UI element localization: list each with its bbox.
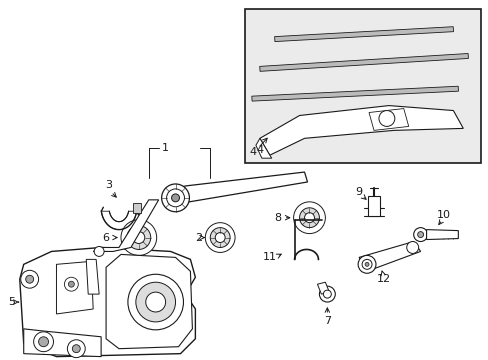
- Text: 8: 8: [274, 213, 281, 223]
- Circle shape: [67, 340, 85, 357]
- Circle shape: [361, 260, 371, 269]
- Circle shape: [68, 281, 74, 287]
- Polygon shape: [274, 27, 452, 41]
- Polygon shape: [259, 105, 462, 155]
- Text: 7: 7: [323, 316, 330, 326]
- Circle shape: [323, 290, 331, 298]
- Polygon shape: [255, 138, 271, 158]
- Text: 10: 10: [436, 210, 449, 220]
- Circle shape: [210, 228, 230, 247]
- Polygon shape: [20, 247, 195, 357]
- Circle shape: [365, 262, 368, 266]
- Polygon shape: [56, 261, 93, 314]
- Polygon shape: [170, 172, 307, 203]
- Circle shape: [166, 189, 184, 207]
- Circle shape: [357, 255, 375, 273]
- Circle shape: [94, 247, 104, 256]
- Circle shape: [293, 202, 325, 234]
- Circle shape: [64, 277, 78, 291]
- Circle shape: [34, 332, 53, 352]
- Polygon shape: [368, 109, 408, 130]
- Text: 3: 3: [105, 180, 112, 190]
- Circle shape: [20, 270, 39, 288]
- Circle shape: [26, 275, 34, 283]
- Circle shape: [72, 345, 80, 353]
- Circle shape: [215, 233, 224, 243]
- Circle shape: [406, 242, 418, 253]
- Text: 9: 9: [355, 187, 362, 197]
- Circle shape: [299, 208, 319, 228]
- Text: 12: 12: [376, 274, 390, 284]
- Text: 11: 11: [262, 252, 276, 262]
- Polygon shape: [133, 203, 141, 213]
- Polygon shape: [259, 54, 468, 71]
- Circle shape: [39, 337, 48, 347]
- Circle shape: [162, 184, 189, 212]
- Text: 4: 4: [256, 145, 263, 155]
- Circle shape: [133, 231, 144, 243]
- Circle shape: [145, 292, 165, 312]
- Bar: [244, 9, 480, 163]
- Circle shape: [417, 231, 423, 238]
- Text: 2: 2: [194, 233, 202, 243]
- Polygon shape: [24, 329, 101, 357]
- Circle shape: [127, 226, 150, 249]
- Polygon shape: [367, 196, 379, 216]
- Text: 5: 5: [8, 297, 15, 307]
- Polygon shape: [86, 260, 99, 294]
- Text: 1: 1: [162, 143, 169, 153]
- Polygon shape: [101, 211, 136, 230]
- Circle shape: [121, 220, 156, 255]
- Polygon shape: [317, 282, 328, 294]
- Circle shape: [413, 228, 427, 242]
- Circle shape: [378, 111, 394, 126]
- Circle shape: [319, 286, 335, 302]
- Polygon shape: [426, 230, 457, 239]
- Polygon shape: [106, 255, 192, 349]
- Polygon shape: [358, 242, 420, 271]
- Polygon shape: [251, 86, 458, 101]
- Circle shape: [205, 223, 235, 252]
- Circle shape: [128, 274, 183, 330]
- Polygon shape: [93, 200, 158, 251]
- Circle shape: [136, 282, 175, 322]
- Circle shape: [304, 213, 314, 223]
- Circle shape: [171, 194, 179, 202]
- Text: 4: 4: [249, 147, 256, 157]
- Text: 6: 6: [102, 233, 109, 243]
